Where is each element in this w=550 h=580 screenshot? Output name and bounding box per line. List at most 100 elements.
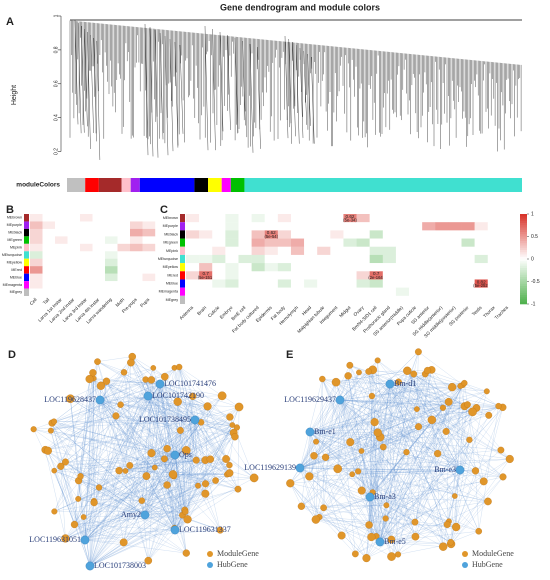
heat-cell	[80, 266, 93, 274]
scale-step	[520, 256, 527, 260]
branch	[81, 25, 85, 133]
panel-letter: E	[286, 349, 293, 361]
edge	[456, 385, 461, 528]
edge	[89, 509, 185, 567]
edge	[309, 375, 349, 433]
scale-step	[520, 214, 527, 217]
scale-step	[520, 241, 527, 244]
edge	[123, 458, 227, 543]
edge	[339, 370, 408, 401]
hub-gene	[305, 427, 315, 437]
edge	[299, 467, 367, 559]
heat-cell	[409, 271, 423, 280]
edge	[179, 367, 186, 512]
branch	[257, 46, 261, 149]
edge	[358, 372, 391, 385]
heat-cell	[435, 222, 449, 231]
edge	[144, 396, 193, 516]
edge	[459, 439, 470, 471]
edge	[192, 396, 227, 460]
y-tick-label: 0.2	[53, 148, 59, 155]
column-label: Antenna	[178, 305, 194, 321]
module-gene	[102, 377, 111, 385]
edge	[315, 496, 371, 520]
edge	[459, 469, 504, 478]
edge	[78, 498, 146, 516]
edge	[369, 407, 477, 498]
heat-cell	[304, 230, 318, 239]
edge	[84, 480, 216, 541]
heat-cell	[487, 279, 502, 288]
branch	[159, 32, 164, 140]
heat-cell	[356, 279, 370, 288]
cell-label: 0.62	[267, 230, 276, 235]
module-gene	[448, 383, 457, 392]
edge	[309, 431, 470, 440]
heat-cell	[435, 254, 449, 264]
heat-cell	[356, 271, 370, 280]
y-tick-label: 0.4	[53, 114, 59, 121]
edge	[78, 483, 206, 500]
heat-cell	[500, 214, 515, 223]
heat-cell	[382, 230, 397, 239]
edge	[93, 378, 235, 437]
heat-cell	[277, 254, 292, 264]
edge	[309, 431, 356, 554]
edge	[84, 378, 94, 541]
scale-step	[520, 274, 527, 278]
edge	[47, 450, 86, 541]
edge	[450, 531, 479, 543]
heat-cell	[142, 281, 156, 289]
module-gene	[395, 378, 402, 386]
cell-p-label: (2e-164)	[368, 275, 384, 280]
module-gene	[234, 402, 244, 412]
module-gene	[161, 372, 169, 381]
edge	[84, 487, 100, 541]
heat-cell	[422, 279, 436, 288]
edge	[379, 407, 503, 543]
edge	[369, 496, 451, 543]
row-color	[180, 279, 185, 288]
edge	[348, 375, 371, 498]
edge	[84, 361, 98, 541]
edge	[225, 436, 235, 460]
hub-label: Bm-a3	[374, 492, 396, 501]
edge	[200, 422, 228, 475]
row-label: MEred	[11, 268, 22, 272]
y-tick-label: 0.6	[53, 80, 59, 87]
heat-cell	[382, 246, 397, 256]
edge	[89, 458, 227, 567]
scale-step	[520, 223, 527, 226]
module-gene	[94, 358, 101, 365]
edge	[83, 454, 176, 518]
edge	[99, 379, 152, 401]
heat-cell	[317, 263, 331, 272]
edge	[60, 399, 101, 467]
edge	[309, 399, 341, 477]
edge	[290, 483, 316, 520]
edge	[132, 356, 146, 380]
scale-tick-label: -1	[531, 301, 536, 307]
module-gene	[313, 438, 320, 445]
edge	[379, 531, 479, 543]
hub-gene	[455, 465, 465, 475]
edge	[299, 467, 444, 547]
edge	[53, 421, 176, 456]
edge	[450, 501, 489, 545]
panel-letter: B	[6, 204, 14, 216]
edge	[84, 367, 175, 541]
edge	[123, 372, 146, 516]
edge	[74, 356, 133, 525]
heat-cell	[395, 271, 410, 280]
heat-cell	[395, 246, 410, 256]
heat-cell	[382, 295, 397, 305]
edge	[194, 419, 230, 474]
heat-cell	[30, 243, 43, 252]
row-color	[24, 266, 29, 274]
edge	[358, 372, 407, 453]
row-color	[180, 222, 185, 231]
module-gene	[89, 369, 97, 377]
edge	[391, 370, 428, 540]
edge	[84, 529, 221, 541]
module-gene	[216, 526, 224, 534]
